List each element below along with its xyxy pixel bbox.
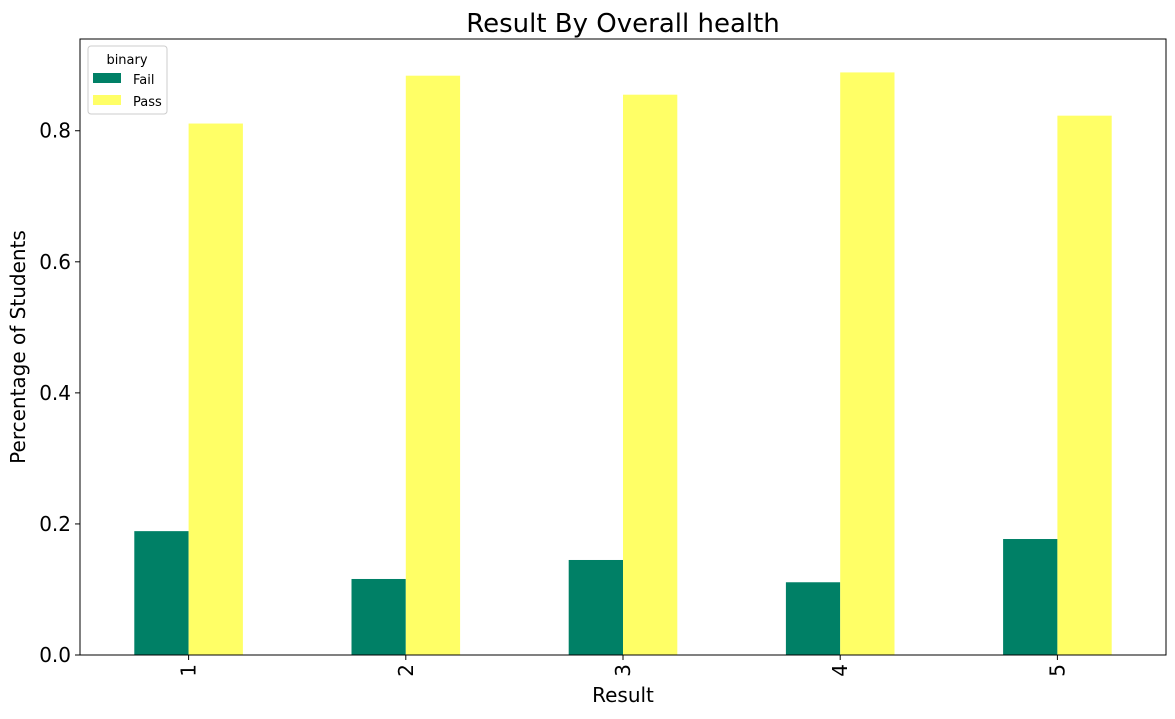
- legend-title: binary: [106, 53, 147, 68]
- x-tick-label-5: 5: [1045, 664, 1069, 677]
- y-tick-label-0.4: 0.4: [39, 381, 71, 405]
- legend-swatch-pass: [93, 95, 121, 105]
- y-tick-label-0.8: 0.8: [39, 119, 71, 143]
- bar-pass-3: [623, 94, 678, 655]
- bar-fail-2: [351, 578, 406, 655]
- bar-pass-1: [188, 123, 243, 656]
- axes-layer: 0.0 0.2 0.4 0.6 0.8 1 2 3 4 5: [39, 38, 1167, 677]
- bar-fail-3: [568, 559, 623, 655]
- x-tick-label-1: 1: [177, 664, 201, 677]
- x-tick-label-4: 4: [828, 664, 852, 677]
- bar-pass-4: [840, 72, 895, 656]
- bars-layer: [134, 72, 1112, 656]
- bar-pass-2: [405, 75, 461, 655]
- bar-pass-5: [1057, 115, 1112, 656]
- y-tick-label-0.0: 0.0: [39, 643, 71, 667]
- bar-fail-4: [785, 582, 841, 655]
- y-axis-label: Percentage of Students: [6, 230, 30, 464]
- bar-fail-5: [1003, 539, 1058, 655]
- legend-label-pass: Pass: [133, 95, 162, 110]
- legend-swatch-fail: [93, 73, 121, 83]
- chart-title: Result By Overall health: [466, 9, 780, 39]
- bar-fail-1: [134, 531, 189, 655]
- x-tick-label-3: 3: [611, 664, 635, 677]
- x-tick-label-2: 2: [394, 664, 418, 677]
- legend-label-fail: Fail: [133, 73, 154, 88]
- y-tick-label-0.2: 0.2: [39, 512, 71, 536]
- legend: binary Fail Pass: [87, 45, 168, 115]
- y-tick-label-0.6: 0.6: [39, 250, 71, 274]
- x-axis-label: Result: [592, 683, 654, 707]
